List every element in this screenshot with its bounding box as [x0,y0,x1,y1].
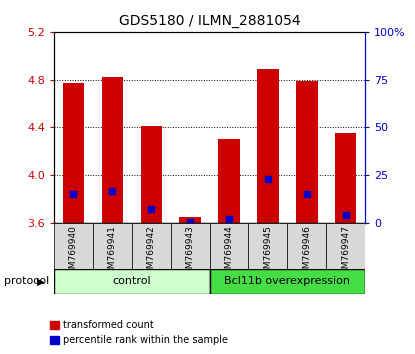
Text: GSM769947: GSM769947 [341,225,350,280]
FancyBboxPatch shape [171,223,210,269]
Text: control: control [112,276,151,286]
Text: GSM769945: GSM769945 [264,225,272,280]
Bar [335,133,356,223]
Bar [179,217,201,223]
Legend: transformed count, percentile rank within the sample: transformed count, percentile rank withi… [46,316,232,349]
Text: GSM769944: GSM769944 [225,225,234,280]
Text: GSM769943: GSM769943 [186,225,195,280]
Text: GSM769941: GSM769941 [108,225,117,280]
FancyBboxPatch shape [54,269,210,294]
FancyBboxPatch shape [249,223,287,269]
Text: GSM769940: GSM769940 [69,225,78,280]
Title: GDS5180 / ILMN_2881054: GDS5180 / ILMN_2881054 [119,14,300,28]
FancyBboxPatch shape [210,223,249,269]
Text: GSM769942: GSM769942 [147,225,156,280]
FancyBboxPatch shape [326,223,365,269]
FancyBboxPatch shape [210,269,365,294]
Text: GSM769946: GSM769946 [303,225,311,280]
FancyBboxPatch shape [93,223,132,269]
Bar [102,77,123,223]
Bar [257,69,278,223]
Text: ▶: ▶ [37,276,44,286]
FancyBboxPatch shape [287,223,326,269]
Bar [296,81,317,223]
FancyBboxPatch shape [132,223,171,269]
FancyBboxPatch shape [54,223,93,269]
Bar [218,139,240,223]
Text: protocol: protocol [4,276,49,286]
Text: Bcl11b overexpression: Bcl11b overexpression [225,276,350,286]
Bar [141,126,162,223]
Bar [63,82,84,223]
